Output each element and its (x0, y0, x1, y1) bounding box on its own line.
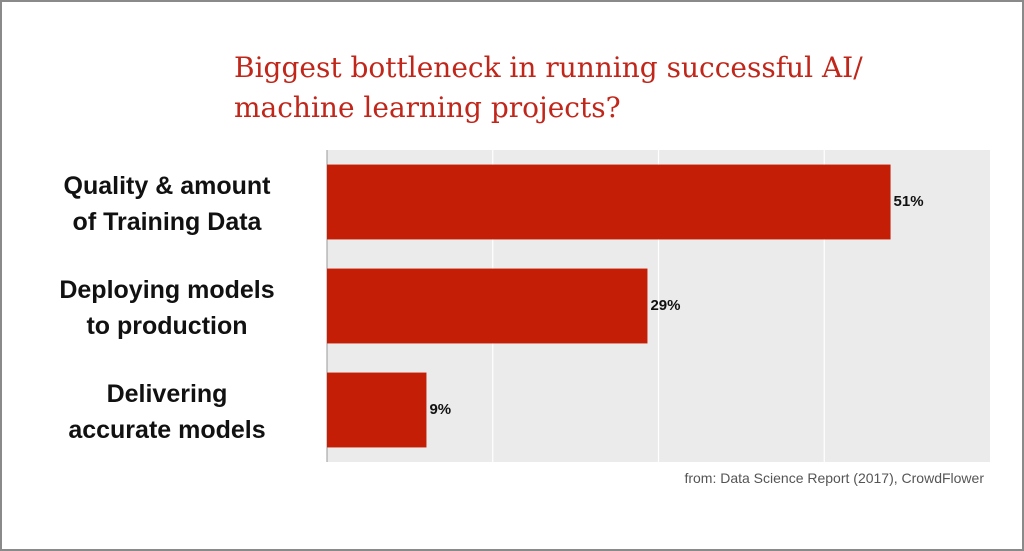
bar (327, 372, 427, 448)
bar (327, 164, 891, 240)
value-label: 29% (650, 297, 680, 314)
value-label: 9% (429, 401, 451, 418)
category-label: Delivering accurate models (68, 380, 266, 444)
category-label: Quality & amount of Training Data (63, 172, 271, 236)
source-note: from: Data Science Report (2017), CrowdF… (684, 470, 984, 486)
category-label: Deploying models to production (59, 276, 275, 340)
bar (327, 268, 648, 344)
value-label: 51% (894, 193, 924, 210)
chart-title: Biggest bottleneck in running successful… (234, 51, 863, 124)
